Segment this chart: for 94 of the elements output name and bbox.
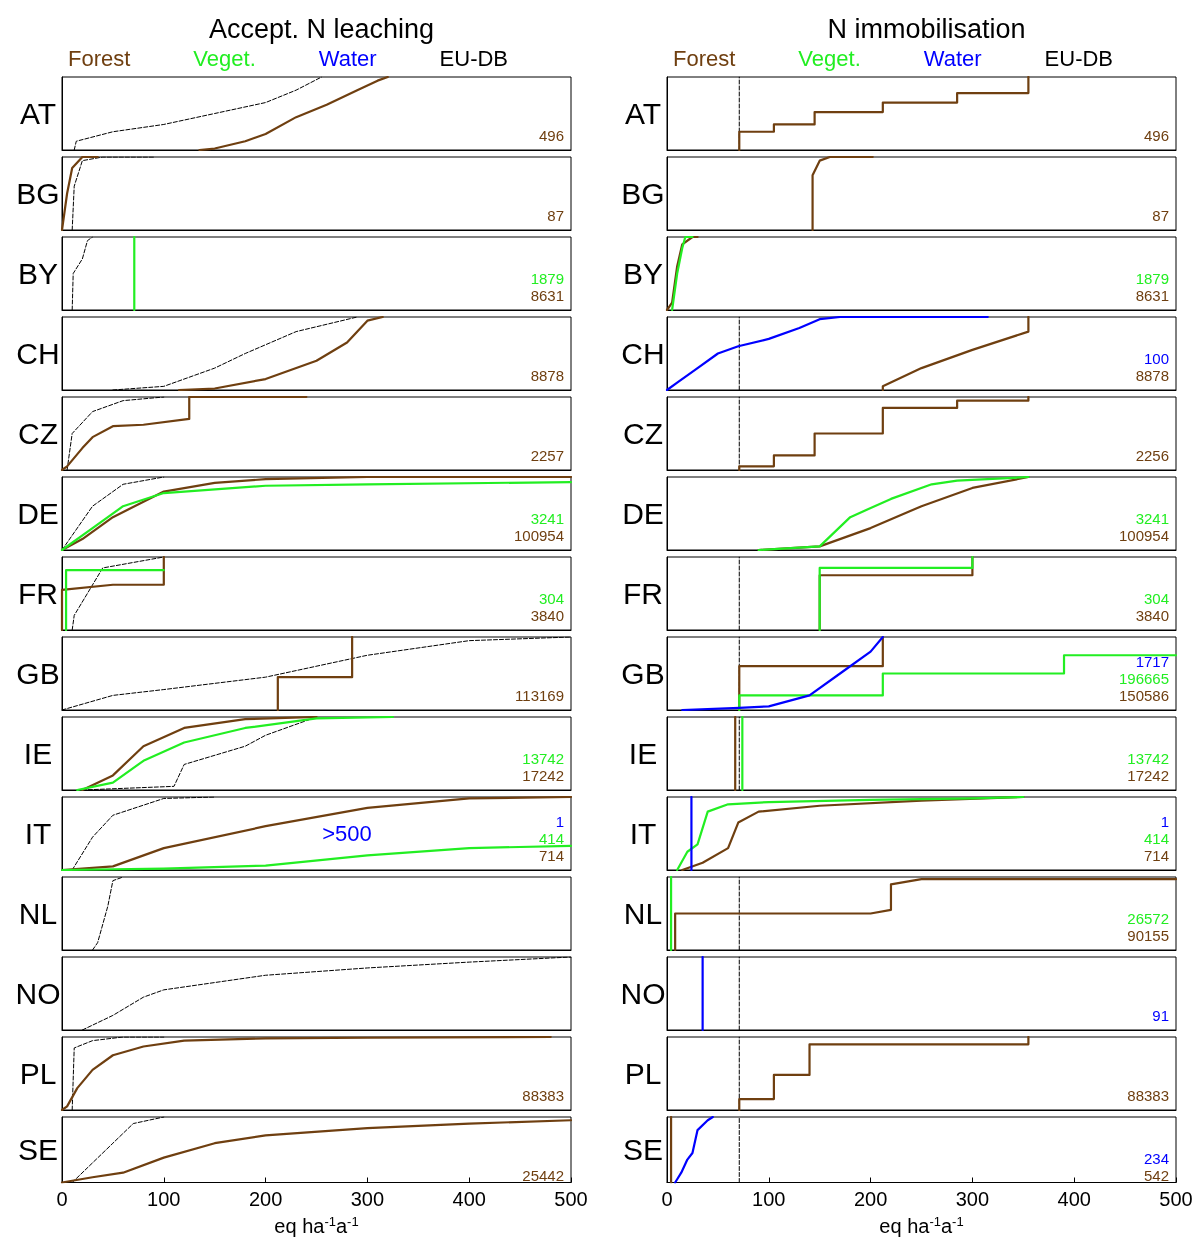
annotation: 8878: [530, 367, 565, 384]
annotation: 100954: [513, 527, 565, 544]
annotation: 13742: [522, 750, 565, 767]
y-axis-title: IT: [24, 817, 52, 850]
y-axis-title: IT: [629, 817, 657, 850]
annotation: 1879: [1135, 270, 1170, 287]
annotation: 1: [555, 813, 564, 830]
y-axis-title: CZ: [623, 417, 663, 450]
x-tick-label: 0: [661, 1187, 673, 1210]
y-axis-title: NO: [620, 977, 666, 1010]
annotation: 496: [1143, 127, 1169, 144]
annotation: 17242: [522, 767, 565, 784]
y-axis-title: CH: [16, 337, 60, 370]
annotation: 88383: [1127, 1087, 1170, 1104]
annotation: 150586: [1118, 687, 1170, 704]
y-axis-title: IE: [628, 737, 658, 770]
text: Forest: [68, 45, 131, 71]
x-tick-label: 500: [554, 1187, 588, 1210]
y-axis-title: PL: [624, 1057, 662, 1090]
annotation: 8631: [1135, 287, 1170, 304]
y-axis-title: DE: [17, 497, 59, 530]
annotation: >500: [322, 821, 372, 846]
annotation: 304: [538, 590, 564, 607]
annotation: 87: [1152, 207, 1169, 224]
x-tick-label: 100: [147, 1187, 181, 1210]
annotation: 234: [1143, 1150, 1169, 1167]
annotation: 13742: [1127, 750, 1170, 767]
annotation: 8631: [530, 287, 565, 304]
legend-label: Water: [923, 45, 982, 71]
annotation: 25442: [522, 1167, 565, 1184]
x-tick-label: 0: [56, 1187, 68, 1210]
y-axis-title: FR: [623, 577, 663, 610]
annotation: 100: [1143, 350, 1169, 367]
annotation: 1717: [1135, 653, 1170, 670]
legend-label: Veget.: [193, 45, 256, 71]
annotation: 542: [1143, 1167, 1169, 1184]
annotation: 496: [538, 127, 564, 144]
annotation: 1: [1160, 813, 1169, 830]
annotation: 714: [1143, 847, 1169, 864]
annotation: 88383: [522, 1087, 565, 1104]
y-axis-title: DE: [622, 497, 664, 530]
y-axis-title: GB: [16, 657, 60, 690]
y-axis-title: GB: [621, 657, 665, 690]
annotation: 90155: [1127, 927, 1170, 944]
y-axis-title: IE: [23, 737, 53, 770]
x-tick-label: 300: [350, 1187, 385, 1210]
annotation: 3840: [1135, 607, 1170, 624]
y-axis-title: PL: [19, 1057, 57, 1090]
annotation: 2256: [1135, 447, 1170, 464]
annotation: 1879: [530, 270, 565, 287]
y-axis-title: BY: [17, 257, 59, 290]
y-axis-title: BY: [622, 257, 664, 290]
x-tick-label: 400: [1057, 1187, 1091, 1210]
legend-label: Veget.: [798, 45, 861, 71]
annotation: 714: [538, 847, 564, 864]
y-axis-title: AT: [624, 97, 662, 130]
x-tick-label: 400: [452, 1187, 486, 1210]
annotation: 3241: [530, 510, 565, 527]
x-tick-label: 200: [853, 1187, 888, 1210]
y-axis-title: BG: [16, 177, 60, 210]
x-tick-label: 300: [955, 1187, 990, 1210]
text: EU-DB: [1044, 45, 1114, 71]
legend-label: Water: [318, 45, 377, 71]
y-axis-title: NL: [623, 897, 663, 930]
annotation: 113169: [515, 687, 565, 704]
annotation: 100954: [1118, 527, 1170, 544]
chart-title: Accept. N leaching: [208, 13, 435, 44]
x-tick-label: 100: [752, 1187, 786, 1210]
annotation: 8878: [1135, 367, 1170, 384]
y-axis-title: CH: [621, 337, 665, 370]
y-axis-title: AT: [19, 97, 57, 130]
y-axis-title: SE: [622, 1133, 664, 1167]
annotation: 3241: [1135, 510, 1170, 527]
text: Forest: [673, 45, 736, 71]
y-axis-title: CZ: [18, 417, 58, 450]
x-tick-label: 500: [1159, 1187, 1193, 1210]
text: EU-DB: [439, 45, 509, 71]
annotation: 26572: [1127, 910, 1170, 927]
x-tick-label: 200: [248, 1187, 283, 1210]
y-axis-title: NL: [18, 897, 58, 930]
annotation: 3840: [530, 607, 565, 624]
y-axis-title: BG: [621, 177, 665, 210]
annotation: 87: [547, 207, 564, 224]
annotation: 2257: [530, 447, 565, 464]
annotation: 17242: [1127, 767, 1170, 784]
y-axis-title: NO: [15, 977, 61, 1010]
y-axis-title: SE: [17, 1133, 59, 1167]
chart-title: N immobilisation: [827, 13, 1026, 44]
annotation: 196665: [1118, 670, 1170, 687]
annotation: 414: [1143, 830, 1169, 847]
y-axis-title: FR: [18, 577, 58, 610]
annotation: 414: [538, 830, 564, 847]
annotation: 304: [1143, 590, 1169, 607]
annotation: 91: [1152, 1007, 1169, 1024]
